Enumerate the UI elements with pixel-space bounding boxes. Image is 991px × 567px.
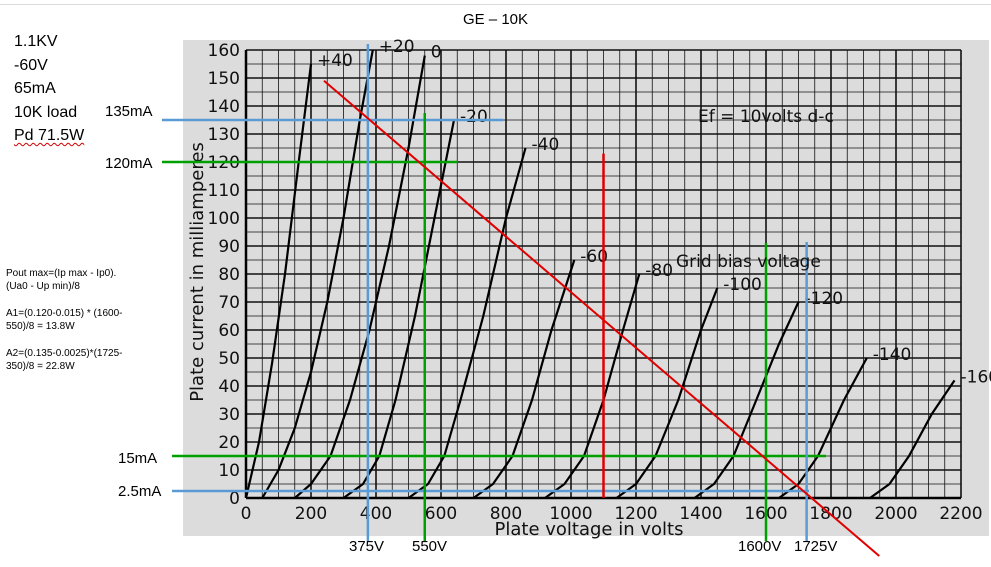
y-tick-label: 90 xyxy=(218,237,240,257)
x-tick-label: 2200 xyxy=(939,504,982,524)
label-1725v: 1725V xyxy=(794,538,838,555)
label-15ma: 15mA xyxy=(118,450,158,467)
y-tick-label: 130 xyxy=(208,125,240,145)
curve-label: -60 xyxy=(580,247,608,267)
curve-label: +40 xyxy=(317,51,353,71)
calc-line-4: A1=(0.120-0.015) * (1600- xyxy=(6,308,123,319)
label-135ma: 135mA xyxy=(105,103,153,120)
spec-bias: -60V xyxy=(14,56,48,74)
chart-overlay xyxy=(162,44,880,557)
label-550v: 550V xyxy=(412,538,448,555)
curve--60 xyxy=(472,259,576,499)
curve-label: 0 xyxy=(431,43,442,63)
calc-line-2: (Ua0 - Up min)/8 xyxy=(6,280,80,292)
calc-line-1: Pout max=(Ip max - Ip0). xyxy=(6,268,117,279)
curve-label: -140 xyxy=(873,345,912,365)
y-tick-label: 140 xyxy=(208,97,240,117)
label-375v: 375V xyxy=(349,538,385,555)
x-tick-label: 400 xyxy=(360,504,392,524)
x-tick-label: 1000 xyxy=(549,504,592,524)
top-divider xyxy=(0,4,991,5)
grid-bias-note: Grid bias voltage xyxy=(676,252,821,272)
curve-+20 xyxy=(261,49,374,499)
x-tick-label: 200 xyxy=(295,504,327,524)
spec-dissipation-text: Pd 71.5W xyxy=(14,127,85,144)
y-tick-label: 40 xyxy=(218,377,240,397)
y-tick-label: 10 xyxy=(218,461,240,481)
curve--20 xyxy=(342,119,456,499)
curve-0 xyxy=(294,55,426,499)
x-axis-title: Plate voltage in volts xyxy=(495,519,684,540)
y-tick-label: 0 xyxy=(229,489,240,509)
calc-line-7: A2=(0.135-0.0025)*(1725- xyxy=(6,348,123,359)
label-2-5ma: 2.5mA xyxy=(118,483,162,500)
chart-annotations: Ef = 10volts d-c Grid bias voltage xyxy=(676,107,834,272)
curve--80 xyxy=(544,273,641,499)
page-title: GE – 10K xyxy=(462,11,529,28)
y-axis-title: Plate current in milliamperes xyxy=(187,142,208,402)
curve--100 xyxy=(615,287,719,499)
y-tick-label: 30 xyxy=(218,405,240,425)
curve-label: -120 xyxy=(805,289,844,309)
filament-note: Ef = 10volts d-c xyxy=(698,107,834,127)
chart-ticks: 0200400600800100012001400160018002000220… xyxy=(187,41,983,540)
spec-current: 65mA xyxy=(14,80,56,97)
x-tick-label: 1200 xyxy=(614,504,657,524)
load-line xyxy=(323,80,880,557)
x-tick-label: 2000 xyxy=(874,504,917,524)
curve-label: -40 xyxy=(532,135,560,155)
spec-voltage: 1.1KV xyxy=(14,33,58,50)
x-tick-label: 800 xyxy=(490,504,522,524)
curve--120 xyxy=(693,301,800,499)
curve--160 xyxy=(869,379,956,499)
label-120ma: 120mA xyxy=(105,155,153,172)
x-tick-label: 0 xyxy=(241,504,252,524)
y-tick-label: 100 xyxy=(208,209,240,229)
curve--40 xyxy=(407,147,527,499)
y-tick-label: 20 xyxy=(218,433,240,453)
x-tick-label: 1400 xyxy=(679,504,722,524)
curve-+40 xyxy=(244,63,313,499)
curve-label: -80 xyxy=(645,261,673,281)
curve-label: +20 xyxy=(379,37,415,57)
y-tick-label: 70 xyxy=(218,293,240,313)
y-tick-label: 160 xyxy=(208,41,240,61)
y-tick-label: 150 xyxy=(208,69,240,89)
chart-curves: +40 +20 0 -20 -40 -60 -80 -100 -120 -140 -160 xyxy=(244,37,991,499)
y-tick-label: 110 xyxy=(208,181,240,201)
x-tick-label: 600 xyxy=(425,504,457,524)
y-tick-label: 50 xyxy=(218,349,240,369)
calc-line-5: 550)/8 = 13.8W xyxy=(6,320,75,332)
calc-line-8: 350)/8 = 22.8W xyxy=(6,360,75,372)
label-1600v: 1600V xyxy=(738,538,782,555)
y-tick-label: 80 xyxy=(218,265,240,285)
curve-label: -160 xyxy=(961,367,991,387)
y-tick-label: 60 xyxy=(218,321,240,341)
curve-label: -100 xyxy=(723,275,762,295)
spec-load: 10K load xyxy=(14,103,78,121)
spec-dissipation: Pd 71.5W xyxy=(14,124,84,148)
curve-label: -20 xyxy=(460,107,488,127)
